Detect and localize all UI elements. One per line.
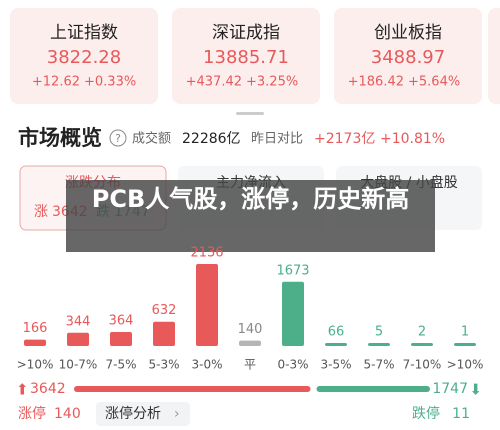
bar-label: 66 bbox=[328, 325, 345, 340]
limit-up-label: 涨停 bbox=[18, 405, 46, 422]
analysis-text: 涨停分析 bbox=[105, 405, 161, 422]
x-label: 7-10% bbox=[403, 358, 442, 372]
bar-label: 2 bbox=[418, 325, 426, 340]
index-name: 上证指数 bbox=[50, 23, 118, 43]
up-total: 3642 bbox=[30, 381, 66, 397]
limit-down: 11 bbox=[452, 406, 470, 422]
bar bbox=[153, 321, 175, 346]
index-price: 13885.71 bbox=[203, 47, 289, 68]
bar bbox=[24, 339, 46, 346]
limit-up: 140 bbox=[54, 406, 81, 422]
bar bbox=[325, 343, 347, 346]
up-ratio-bar bbox=[74, 386, 311, 392]
bar-label: 5 bbox=[375, 325, 383, 340]
compare-label: 昨日对比 bbox=[251, 132, 303, 147]
compare-pct: +10.81% bbox=[380, 131, 445, 147]
up-arrow: ⬆ bbox=[16, 381, 29, 399]
turnover: 22286亿 bbox=[182, 131, 241, 147]
bar-label: 632 bbox=[152, 303, 177, 318]
bar-label: 166 bbox=[23, 321, 48, 336]
bar-label: 1673 bbox=[276, 263, 309, 278]
down-total: 1747 bbox=[432, 381, 468, 397]
compare-change: +2173亿 bbox=[314, 131, 375, 147]
index-card[interactable] bbox=[334, 8, 482, 104]
index-pct: +0.33% bbox=[84, 75, 136, 90]
index-price: 3822.28 bbox=[47, 47, 121, 68]
chevron: › bbox=[174, 406, 180, 422]
down-ratio-bar bbox=[316, 386, 430, 392]
x-label: >10% bbox=[447, 358, 484, 372]
index-card[interactable] bbox=[10, 8, 158, 104]
x-label: 3-0% bbox=[191, 358, 222, 372]
index-name: 深证成指 bbox=[212, 23, 280, 43]
analysis-button[interactable] bbox=[96, 402, 190, 426]
bar bbox=[282, 281, 304, 346]
index-card[interactable] bbox=[172, 8, 320, 104]
help-icon[interactable] bbox=[109, 129, 127, 147]
bar-label: 140 bbox=[238, 322, 263, 337]
limit-down-label: 跌停 bbox=[412, 405, 440, 422]
bar-label: 364 bbox=[109, 314, 134, 329]
index-change: +437.42 bbox=[186, 75, 242, 90]
index-change: +12.62 bbox=[32, 75, 80, 90]
index-change: +186.42 bbox=[348, 75, 404, 90]
bar bbox=[411, 343, 433, 346]
x-label: 10-7% bbox=[59, 358, 98, 372]
x-label: 7-5% bbox=[105, 358, 136, 372]
index-pct: +3.25% bbox=[246, 75, 298, 90]
scroll-indicator bbox=[236, 112, 264, 115]
bar-label: 2136 bbox=[190, 246, 223, 261]
bar bbox=[196, 264, 218, 346]
bar-label: 1 bbox=[461, 325, 469, 340]
bar bbox=[239, 340, 261, 346]
index-card-partial bbox=[488, 8, 500, 104]
x-label: 3-5% bbox=[320, 358, 351, 372]
index-name: 创业板指 bbox=[374, 23, 442, 43]
x-label: 0-3% bbox=[277, 358, 308, 372]
help-icon-text: ? bbox=[115, 132, 121, 145]
down-arrow: ⬇ bbox=[469, 381, 482, 399]
bar bbox=[454, 343, 476, 346]
bar bbox=[110, 332, 132, 346]
up-label: 涨 bbox=[34, 204, 48, 220]
index-price: 3488.97 bbox=[371, 47, 445, 68]
x-label: 5-3% bbox=[148, 358, 179, 372]
turnover-label: 成交额 bbox=[132, 131, 171, 147]
index-pct: +5.64% bbox=[408, 75, 460, 90]
x-label: 5-7% bbox=[363, 358, 394, 372]
bar bbox=[368, 343, 390, 346]
bar bbox=[67, 332, 89, 346]
overlay-box bbox=[66, 180, 435, 252]
x-label: >10% bbox=[17, 358, 54, 372]
x-label: 平 bbox=[244, 358, 256, 372]
section-title: 市场概览 bbox=[18, 126, 102, 150]
overlay-caption: PCB人气股，涨停，历史新高 bbox=[91, 185, 410, 213]
bar-label: 344 bbox=[66, 314, 91, 329]
